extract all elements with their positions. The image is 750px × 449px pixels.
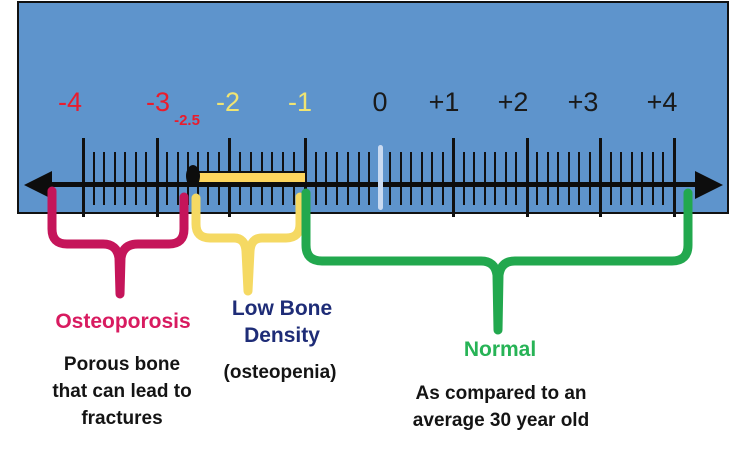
- minor-tick: [368, 152, 371, 205]
- minor-tick: [113, 152, 116, 205]
- minor-tick: [651, 152, 654, 205]
- minor-tick: [176, 152, 179, 205]
- axis-label: -1: [287, 87, 313, 117]
- axis-label: +3: [567, 87, 599, 117]
- minor-tick: [134, 152, 137, 205]
- major-tick: [156, 138, 159, 217]
- minor-tick: [515, 152, 518, 205]
- minor-tick: [494, 152, 497, 205]
- minor-tick: [336, 152, 339, 205]
- axis-label: 0: [372, 87, 388, 117]
- normal-description: As compared to an average 30 year old: [413, 380, 589, 434]
- major-tick: [304, 138, 307, 217]
- minor-tick: [420, 152, 423, 205]
- minor-tick: [630, 152, 633, 205]
- axis-label: -2: [215, 87, 241, 117]
- description-line: average 30 year old: [412, 410, 590, 431]
- minor-tick: [166, 152, 169, 205]
- marker-dot: [186, 165, 200, 187]
- major-tick: [599, 138, 602, 217]
- axis-label: +4: [646, 87, 678, 117]
- minor-tick: [620, 152, 623, 205]
- axis-label: +1: [428, 87, 460, 117]
- axis-label: -3: [145, 87, 171, 117]
- label-line: Low Bone: [231, 297, 333, 320]
- minor-tick: [314, 152, 317, 205]
- label-line: Density: [244, 324, 320, 347]
- major-tick: [82, 138, 85, 217]
- minor-tick: [557, 152, 560, 205]
- minor-tick: [389, 152, 392, 205]
- minor-tick: [92, 152, 95, 205]
- minor-tick: [124, 152, 127, 205]
- minor-tick: [567, 152, 570, 205]
- description-line: Porous bone: [63, 354, 181, 375]
- minor-tick: [588, 152, 591, 205]
- description-line: As compared to an: [415, 383, 587, 404]
- minor-tick: [609, 152, 612, 205]
- minor-tick: [578, 152, 581, 205]
- minor-tick: [473, 152, 476, 205]
- minor-tick: [399, 152, 402, 205]
- threshold-label: -2.5: [174, 112, 200, 129]
- axis-label: +2: [497, 87, 529, 117]
- osteoporosis-description: Porous bone that can lead to fractures: [52, 351, 191, 432]
- arrow-left-icon: [24, 171, 52, 199]
- minor-tick: [145, 152, 148, 205]
- minor-tick: [357, 152, 360, 205]
- arrow-right-icon: [695, 171, 723, 199]
- osteopenia-sub-label: (osteopenia): [223, 362, 337, 383]
- description-line: fractures: [81, 408, 163, 429]
- low-bone-density-label: Low Bone Density: [232, 295, 332, 349]
- highlight-bar: [199, 171, 305, 182]
- major-tick: [673, 138, 676, 217]
- minor-tick: [641, 152, 644, 205]
- normal-label: Normal: [463, 338, 537, 361]
- minor-tick: [483, 152, 486, 205]
- major-tick: [452, 138, 455, 217]
- minor-tick: [662, 152, 665, 205]
- minor-tick: [536, 152, 539, 205]
- osteoporosis-label: Osteoporosis: [55, 310, 191, 333]
- minor-tick: [410, 152, 413, 205]
- minor-tick: [546, 152, 549, 205]
- number-line: [45, 182, 702, 187]
- minor-tick: [504, 152, 507, 205]
- minor-tick: [431, 152, 434, 205]
- axis-label: -4: [57, 87, 83, 117]
- minor-tick: [441, 152, 444, 205]
- major-tick: [526, 138, 529, 217]
- minor-tick: [462, 152, 465, 205]
- description-line: that can lead to: [52, 381, 192, 402]
- minor-tick: [103, 152, 106, 205]
- minor-tick: [325, 152, 328, 205]
- zero-marker: [377, 145, 383, 210]
- minor-tick: [346, 152, 349, 205]
